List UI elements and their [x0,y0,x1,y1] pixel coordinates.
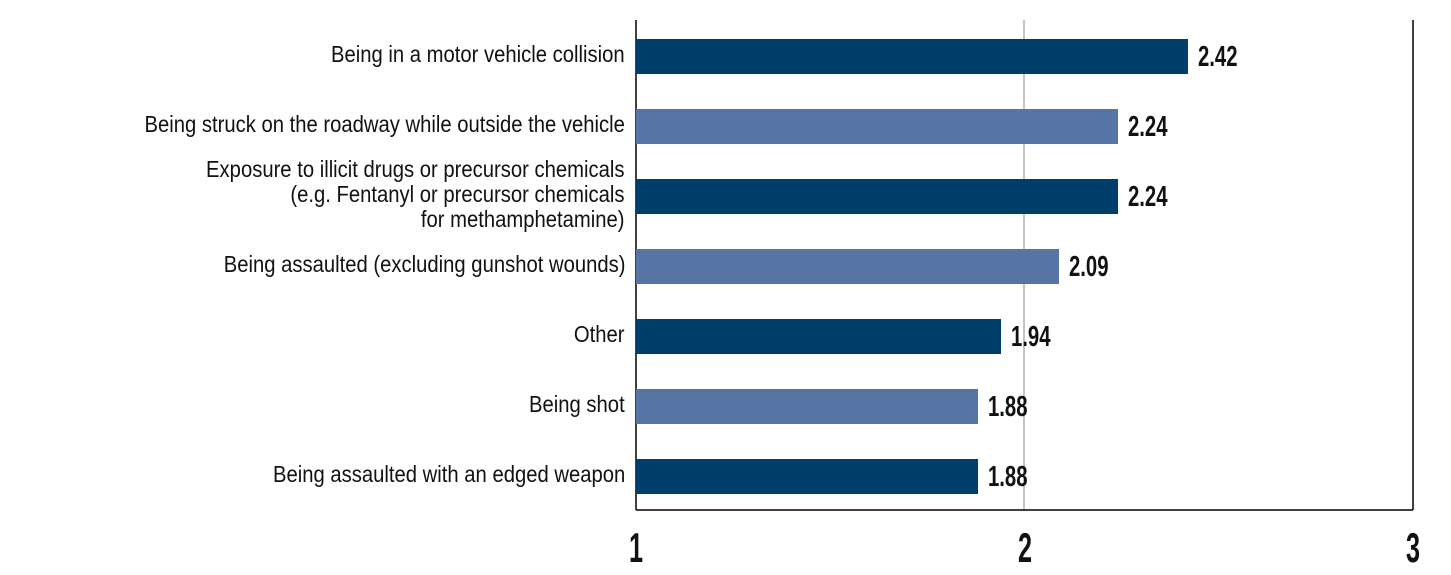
value-label: 2.24 [1127,111,1168,143]
category-label: Being assaulted with an edged weapon [272,461,625,487]
bar [636,389,978,424]
x-tick-label: 1 [628,524,644,571]
x-tick-label: 2 [1017,524,1032,571]
category-label: Being in a motor vehicle collision [331,41,625,67]
value-label: 2.09 [1069,251,1109,283]
category-label: Being struck on the roadway while outsid… [144,111,625,137]
category-label: Being shot [529,391,625,417]
value-label: 2.24 [1127,181,1168,213]
value-label: 2.42 [1197,41,1238,73]
bar [636,319,1002,354]
x-tick-label: 3 [1405,524,1421,571]
bar [636,39,1188,74]
category-label: Exposure to illicit drugs or precursor c… [206,156,625,232]
category-label: Other [574,321,625,347]
category-label: Being assaulted (excluding gunshot wound… [223,251,625,277]
bar [636,459,978,494]
bar [636,109,1118,144]
value-label: 1.94 [1011,321,1051,353]
bar [636,179,1118,214]
bar [636,249,1060,284]
value-label: 1.88 [987,461,1028,493]
value-label: 1.88 [987,391,1028,423]
